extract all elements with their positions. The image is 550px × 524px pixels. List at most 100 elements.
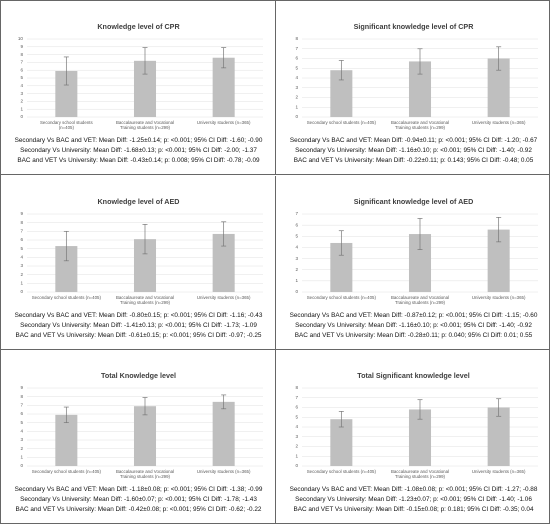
chart: Total Knowledge level 0 1 2 3 4 5 6 7 8 9 [20,371,263,468]
y-tick-label: 0 [295,114,298,119]
bar [133,60,157,117]
chart-panel: Total Knowledge level 0 1 2 3 4 5 6 7 8 9 Secondary… [1,350,276,523]
bar [212,233,235,292]
chart-panel: Total Significant knowledge level 0 1 2 3 4 5 6… [276,350,549,523]
stat-note: BAC and VET Vs University: Mean Diff: -0… [15,506,262,513]
chart: Significant knowledge level of CPR 0 1 2 3 4 5… [295,22,538,119]
stat-note: Secondary Vs University: Mean Diff: -1.4… [20,321,257,329]
y-tick-label: 7 [20,403,23,408]
y-tick-label: 6 [20,237,23,242]
stat-note: Secondary Vs University: Mean Diff: -1.6… [20,147,257,154]
x-tick-label: Baccalaureate and Vocational Training st… [390,294,450,305]
y-tick-label: 9 [20,211,23,216]
x-tick-label: Secondary school students (n=405) [306,469,376,474]
bar [55,414,78,466]
y-tick-label: 8 [20,394,23,399]
chart-title: Knowledge level of CPR [97,22,180,31]
bar [133,238,157,292]
y-tick-label: 7 [295,395,298,400]
y-tick-label: 5 [295,65,298,70]
stat-note: BAC and VET Vs University: Mean Diff: -0… [17,157,260,164]
y-tick-label: 3 [295,85,298,90]
x-tick-label: Baccalaureate and Vocational Training st… [390,120,450,131]
stat-note: Secondary Vs University: Mean Diff: -1.6… [20,496,257,503]
x-tick-label: Baccalaureate and Vocational Training st… [115,469,175,480]
y-tick-label: 3 [20,91,23,96]
y-tick-label: 3 [295,434,298,439]
y-tick-label: 8 [295,385,298,390]
x-tick-label: Secondary school students (n=405) [39,120,93,131]
stat-note: Secondary Vs University: Mean Diff: -1.1… [295,321,532,329]
y-tick-label: 2 [295,444,298,449]
x-tick-label: University students (n=365) [196,469,251,474]
y-tick-label: 2 [295,266,298,271]
y-tick-label: 8 [20,219,23,224]
y-tick-label: 1 [20,106,23,111]
y-tick-label: 7 [20,228,23,233]
chart-title: Total Significant knowledge level [357,371,470,380]
bar [330,419,353,466]
y-tick-label: 4 [20,429,23,434]
bar [487,58,510,117]
y-tick-label: 8 [20,52,23,57]
bar [55,70,78,117]
chart-panel: Significant knowledge level of CPR 0 1 2 3 4 5… [276,1,549,175]
x-tick-label: University students (n=365) [471,294,526,300]
stat-note: Secondary Vs BAC and VET: Mean Diff: -0.… [289,137,538,144]
y-tick-label: 6 [295,222,298,227]
y-tick-label: 1 [20,455,23,460]
bar [212,401,235,466]
y-tick-label: 5 [295,414,298,419]
chart: Knowledge level of CPR 0 1 2 3 4 5 6 7 8 9 10 [18,22,263,119]
y-tick-label: 6 [295,405,298,410]
y-tick-label: 5 [295,233,298,238]
y-tick-label: 4 [20,83,23,88]
y-tick-label: 9 [20,44,23,49]
bar [330,242,353,292]
chart-title: Knowledge level of AED [97,196,179,205]
stat-note: Secondary Vs BAC and VET: Mean Diff: -1.… [14,486,263,493]
y-tick-label: 7 [295,211,298,216]
stat-note: Secondary Vs BAC and VET: Mean Diff: -0.… [289,311,538,319]
stat-note: Secondary Vs University: Mean Diff: -1.2… [295,496,532,503]
x-tick-label: Baccalaureate and Vocational Training st… [115,120,175,131]
y-tick-label: 2 [20,271,23,276]
x-tick-label: University students (n=365) [471,469,526,474]
y-tick-label: 0 [295,463,298,468]
x-tick-label: University students (n=365) [196,294,251,300]
y-tick-label: 10 [18,36,24,41]
x-tick-label: Secondary school students (n=405) [31,469,101,474]
chart-title: Significant knowledge level of CPR [354,22,475,31]
x-tick-label: Secondary school students (n=405) [306,120,376,125]
stat-note: BAC and VET Vs University: Mean Diff: -0… [293,506,534,513]
x-tick-label: University students (n=365) [471,120,526,125]
y-tick-label: 7 [20,60,23,65]
y-tick-label: 9 [20,385,23,390]
y-tick-label: 3 [295,255,298,260]
y-tick-label: 2 [295,95,298,100]
y-tick-label: 2 [20,446,23,451]
chart-panel: Knowledge level of CPR 0 1 2 3 4 5 6 7 8 9 10 Second… [1,1,276,175]
chart-title: Total Knowledge level [101,371,176,380]
stat-note: Secondary Vs BAC and VET: Mean Diff: -1.… [289,486,538,493]
stat-note: BAC and VET Vs University: Mean Diff: -0… [293,157,534,164]
bar [133,406,157,466]
y-tick-label: 1 [295,453,298,458]
bar [330,70,353,117]
y-tick-label: 1 [295,104,298,109]
y-tick-label: 7 [295,46,298,51]
y-tick-label: 0 [295,289,298,294]
bar [408,233,432,292]
x-tick-label: Baccalaureate and Vocational Training st… [390,469,450,480]
x-tick-label: Secondary school students (n=405) [31,294,101,300]
y-tick-label: 3 [20,263,23,268]
y-tick-label: 4 [20,254,23,259]
y-tick-label: 1 [20,280,23,285]
y-tick-label: 3 [20,437,23,442]
y-tick-label: 6 [295,56,298,61]
y-tick-label: 5 [20,245,23,250]
y-tick-label: 0 [20,463,23,468]
y-tick-label: 0 [20,114,23,119]
chart-panel: Significant knowledge level of AED 0 1 2 3 4 5… [276,176,549,350]
